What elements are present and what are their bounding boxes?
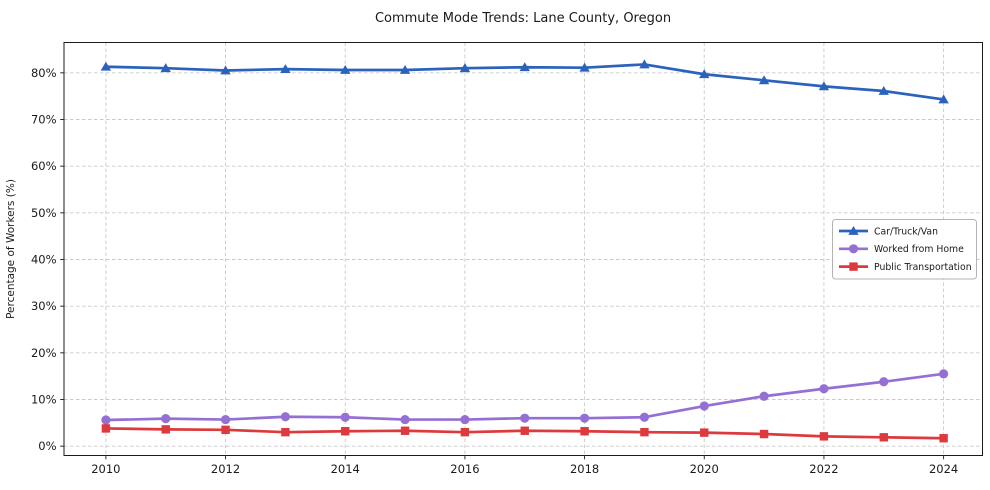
data-point-marker: [101, 415, 111, 425]
data-point-marker: [340, 412, 350, 422]
y-tick-label: 80%: [31, 66, 57, 80]
chart-title: Commute Mode Trends: Lane County, Oregon: [375, 11, 671, 26]
data-point-marker: [758, 75, 770, 85]
data-point-marker: [579, 413, 590, 423]
data-point-marker: [220, 65, 231, 75]
legend-box: [832, 219, 977, 280]
data-point-marker: [340, 65, 351, 74]
data-point-marker: [460, 427, 470, 437]
data-point-marker: [160, 63, 171, 73]
axis-ticks: [60, 72, 945, 460]
data-point-marker: [699, 69, 710, 79]
series-worked-from-home: [101, 369, 949, 425]
legend-item-car-truck-van: Car/Truck/Van: [839, 226, 938, 237]
data-point-marker: [639, 412, 650, 422]
y-tick-label: 0%: [38, 439, 56, 453]
y-tick-label: 60%: [31, 159, 57, 173]
data-point-marker: [220, 414, 231, 425]
y-tick-label: 20%: [31, 346, 57, 360]
data-point-marker: [939, 369, 949, 379]
data-point-marker: [819, 384, 829, 394]
x-tick-label: 2012: [211, 462, 240, 476]
data-point-marker: [759, 429, 769, 439]
y-tick-label: 40%: [31, 253, 57, 267]
y-tick-label: 70%: [31, 113, 57, 127]
x-tick-label: 2022: [809, 462, 838, 476]
data-point-marker: [879, 433, 888, 442]
data-point-marker: [938, 94, 949, 104]
data-point-marker: [221, 425, 230, 435]
data-point-marker: [580, 427, 589, 436]
data-point-marker: [341, 427, 350, 436]
data-point-marker: [879, 377, 889, 387]
data-point-marker: [399, 65, 411, 74]
legend-label: Public Transportation: [874, 262, 972, 273]
y-tick-label: 30%: [31, 299, 57, 313]
data-point-marker: [699, 401, 709, 411]
series-car-truck-van: [100, 59, 949, 104]
data-point-marker: [161, 425, 170, 434]
data-point-marker: [280, 412, 290, 422]
data-point-marker: [280, 64, 291, 73]
data-point-marker: [100, 61, 112, 71]
data-point-marker: [459, 63, 471, 73]
x-tick-label: 2010: [91, 462, 120, 476]
legend-item-worked-from-home: Worked from Home: [839, 244, 964, 255]
x-tick-label: 2024: [929, 462, 958, 476]
data-point-marker: [161, 414, 171, 424]
legend: Car/Truck/Van Worked from Home Public Tran…: [832, 219, 977, 280]
data-point-marker: [939, 434, 948, 443]
data-point-marker: [400, 414, 410, 425]
x-tick-label: 2014: [331, 462, 360, 476]
plot-area: 2010 2012 2014 2016 2018 2020 2022 2024 0% 10% 20%…: [31, 42, 983, 476]
data-point-marker: [849, 262, 858, 271]
axes-frame: [63, 42, 983, 456]
legend-label: Worked from Home: [874, 244, 964, 255]
gridlines: [64, 42, 983, 456]
data-point-marker: [519, 62, 530, 72]
data-point-marker: [460, 414, 470, 425]
data-point-marker: [520, 426, 529, 435]
y-axis-title: Percentage of Workers (%): [5, 179, 17, 319]
data-point-marker: [848, 226, 859, 235]
data-point-marker: [819, 432, 829, 441]
data-point-marker: [520, 413, 530, 423]
data-point-marker: [818, 81, 830, 91]
legend-item-public-transportation: Public Transportation: [839, 262, 972, 273]
x-tick-label: 2020: [690, 462, 719, 476]
series-line-worked-from-home: [104, 372, 945, 422]
legend-label: Car/Truck/Van: [874, 226, 938, 237]
data-point-marker: [101, 424, 111, 433]
data-point-marker: [579, 62, 590, 72]
data-point-marker: [759, 391, 769, 401]
data-point-marker: [640, 427, 649, 437]
axis-tick-labels: 2010 2012 2014 2016 2018 2020 2022 2024 0% 10% 20%…: [31, 66, 958, 476]
x-tick-label: 2016: [450, 462, 479, 476]
data-point-marker: [400, 426, 410, 435]
data-point-marker: [848, 244, 859, 254]
y-tick-label: 50%: [31, 206, 57, 220]
data-point-marker: [639, 59, 650, 69]
data-point-marker: [878, 86, 889, 95]
y-tick-label: 10%: [31, 393, 57, 407]
data-point-marker: [281, 427, 290, 437]
x-tick-label: 2018: [570, 462, 599, 476]
data-point-marker: [700, 428, 709, 437]
series-public-transportation: [101, 424, 948, 443]
